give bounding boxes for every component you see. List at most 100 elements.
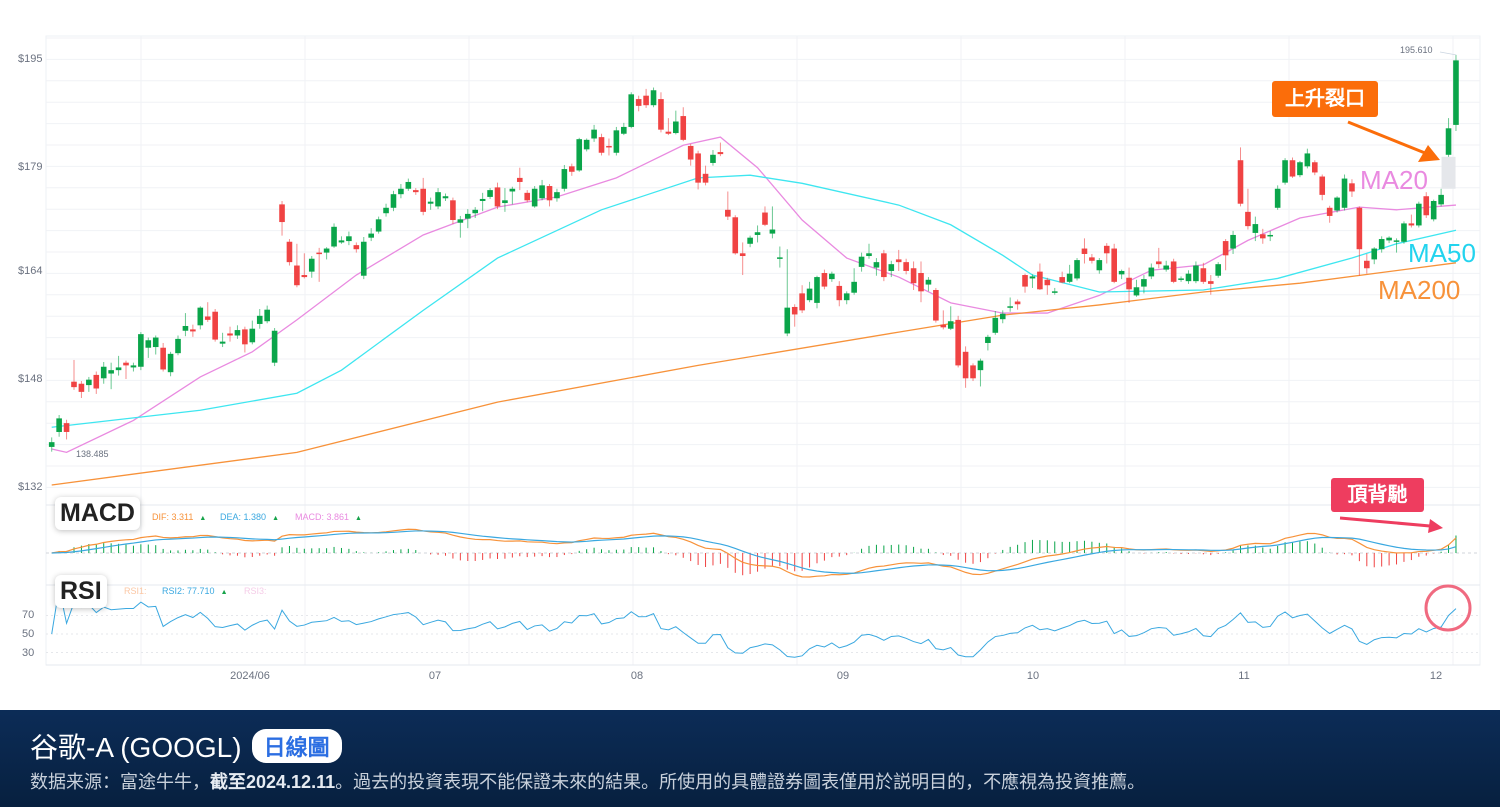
candle-body	[732, 217, 739, 254]
candle-body	[1237, 160, 1244, 204]
rsi-highlight-circle	[1424, 584, 1472, 632]
candle-body	[829, 273, 835, 280]
candle	[717, 142, 724, 157]
candle-body	[227, 333, 233, 336]
candle	[1297, 160, 1303, 178]
candle-body	[613, 130, 620, 153]
candle-body	[48, 442, 55, 447]
candle-body	[472, 209, 479, 214]
candle-body	[487, 190, 493, 197]
candle	[1096, 258, 1103, 274]
candle	[650, 87, 657, 108]
candle-body	[167, 353, 174, 373]
y-tick: $132	[18, 481, 43, 493]
candle	[1445, 118, 1452, 157]
candle-body	[1074, 260, 1080, 279]
candle-body	[635, 99, 642, 106]
candle	[308, 256, 315, 278]
candle-body	[264, 309, 270, 322]
candle	[598, 133, 605, 156]
candle	[56, 414, 62, 437]
candle-body	[888, 264, 895, 271]
candle-body	[1378, 239, 1385, 250]
candle	[1185, 270, 1192, 284]
candle	[1111, 243, 1117, 284]
candle-body	[606, 145, 612, 148]
candle-body	[1267, 234, 1274, 237]
candle-body	[621, 126, 627, 134]
candle-body	[294, 265, 300, 286]
candle	[762, 206, 768, 227]
y-tick: $164	[18, 265, 43, 277]
candle	[472, 207, 479, 218]
candle-body	[338, 240, 345, 243]
candle-body	[56, 418, 62, 432]
candle	[539, 179, 545, 201]
candle	[435, 188, 441, 210]
candle	[1074, 258, 1080, 281]
candle	[836, 281, 843, 307]
ma50-line	[51, 174, 1457, 428]
candle-body	[1334, 197, 1340, 211]
candle	[1014, 299, 1021, 310]
candle-body	[316, 252, 322, 255]
x-tick: 07	[428, 670, 442, 682]
candle	[665, 118, 672, 136]
candle	[1408, 214, 1415, 228]
candle	[1334, 196, 1340, 213]
candle	[1133, 279, 1140, 297]
candle-body	[1312, 162, 1318, 173]
candle	[442, 193, 449, 201]
candle-body	[360, 241, 367, 276]
candle-body	[1111, 248, 1117, 282]
candle-body	[279, 204, 285, 223]
rsi2-legend: RSI2: 77.710 ▲	[162, 586, 228, 596]
candle-body	[479, 198, 486, 201]
candle-body	[152, 337, 159, 348]
candle	[360, 236, 367, 280]
candle	[390, 190, 397, 212]
candle-body	[702, 173, 709, 183]
candle-body	[546, 186, 553, 201]
candle	[457, 215, 464, 238]
candle-body	[1297, 162, 1303, 176]
candle-body	[502, 200, 508, 204]
candle-body	[1148, 267, 1155, 277]
candle	[940, 310, 947, 330]
candle-body	[539, 185, 545, 199]
candle	[1274, 185, 1281, 210]
candle	[985, 334, 991, 351]
candle	[710, 150, 716, 166]
candle-body	[554, 192, 560, 199]
candle-body	[695, 153, 701, 183]
candle-body	[680, 116, 687, 140]
candle-body	[1371, 248, 1378, 260]
candle	[628, 92, 635, 129]
candle-body	[1007, 306, 1013, 308]
x-tick: 11	[1238, 670, 1250, 682]
candle-body	[509, 188, 516, 192]
candle	[264, 305, 270, 324]
candle-body	[576, 139, 583, 171]
candle-body	[1416, 203, 1422, 226]
candle-body	[204, 316, 211, 320]
ma50-label: MA50	[1408, 238, 1476, 268]
candle	[1081, 238, 1088, 264]
macd-badge: MACD	[55, 497, 140, 530]
candle	[1386, 236, 1392, 244]
candle-body	[1319, 176, 1326, 195]
candle-body	[1126, 277, 1132, 290]
candle-body	[420, 188, 426, 212]
candle-body	[962, 351, 969, 379]
rsi-line	[51, 587, 1457, 658]
candle	[635, 95, 642, 112]
candle	[925, 277, 932, 292]
candle-body	[1386, 237, 1392, 241]
candle	[412, 188, 419, 195]
candle	[1237, 147, 1244, 207]
candle	[301, 253, 308, 279]
candle-body	[130, 365, 137, 368]
candle	[910, 261, 917, 290]
candle	[1453, 54, 1459, 132]
candle	[1378, 236, 1385, 253]
